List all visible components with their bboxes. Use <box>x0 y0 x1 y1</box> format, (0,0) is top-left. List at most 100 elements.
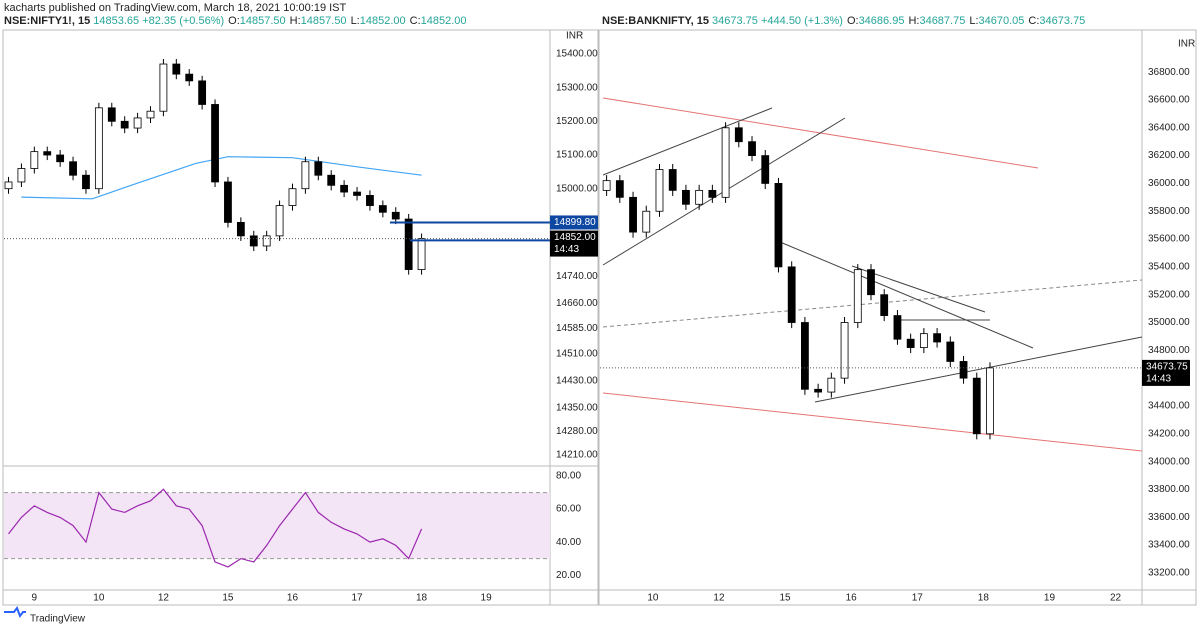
ohlc-key: L: <box>351 15 360 27</box>
logo <box>4 605 26 619</box>
candle-body <box>340 184 349 193</box>
y-tick-label: 35200.00 <box>1148 289 1190 300</box>
ohlc-key: C: <box>410 15 421 27</box>
candle-body <box>933 333 941 343</box>
candle-body <box>867 269 875 296</box>
y-tick-label: 40.00 <box>556 537 581 548</box>
x-tick-label: 18 <box>416 593 428 604</box>
candle-body <box>404 218 413 270</box>
ohlc-key: L: <box>969 15 978 27</box>
trend-line <box>602 392 1143 452</box>
y-tick-label: 35400.00 <box>1148 262 1190 273</box>
candle-body <box>146 110 155 119</box>
candle-body <box>787 266 796 323</box>
candle-body <box>249 235 258 247</box>
price-label-box <box>550 215 598 230</box>
y-tick-label: 14350.00 <box>556 402 598 413</box>
candle-body <box>198 80 207 105</box>
y-tick-label: 15100.00 <box>556 150 598 161</box>
change: +82.35 (+0.56%) <box>142 15 224 27</box>
y-tick-label: 60.00 <box>556 504 581 515</box>
y-tick-label: 80.00 <box>556 471 581 482</box>
candle-body <box>761 155 770 184</box>
candle-body <box>327 174 336 186</box>
x-tick-label: 12 <box>158 593 170 604</box>
last-price-box <box>1142 359 1190 386</box>
ohlc-value: 14857.50 <box>240 15 286 27</box>
ohlc-value: 14852.00 <box>360 15 406 27</box>
y-tick-label: 14280.00 <box>556 426 598 437</box>
y-tick-label: 14430.00 <box>556 375 598 386</box>
candle-body <box>734 127 743 143</box>
candle-body <box>107 107 116 122</box>
candle-body <box>262 235 271 247</box>
candle-body <box>708 189 717 198</box>
candle-body <box>919 333 928 348</box>
y-tick-label: 20.00 <box>556 570 581 581</box>
last-price-label: 34673.75 <box>1146 362 1188 373</box>
candle-body <box>275 205 284 237</box>
y-tick-label: 34800.00 <box>1148 345 1190 356</box>
ohlc-value: 34673.75 <box>1039 15 1085 27</box>
candle-body <box>56 154 65 163</box>
x-tick-label: 16 <box>846 593 858 604</box>
last: 14853.65 <box>93 15 139 27</box>
y-tick-label: 36400.00 <box>1148 122 1190 133</box>
y-tick-label: 33200.00 <box>1148 568 1190 579</box>
last: 34673.75 <box>712 15 758 27</box>
candle-body <box>314 161 323 176</box>
ohlc-value: 14852.00 <box>421 15 467 27</box>
y-tick-label: 14585.00 <box>556 323 598 334</box>
ohlc-value: 34670.05 <box>979 15 1025 27</box>
x-tick-label: 17 <box>912 593 924 604</box>
x-tick-label: 9 <box>32 593 38 604</box>
candle-body <box>301 161 310 190</box>
candle-body <box>120 120 129 129</box>
candle-body <box>946 341 955 362</box>
candle-body <box>721 127 730 198</box>
candle-body <box>43 151 52 156</box>
candle-body <box>906 338 915 348</box>
candle-body <box>986 367 994 435</box>
byline: kacharts published on TradingView.com, M… <box>4 2 347 14</box>
ohlc-key: H: <box>908 15 919 27</box>
y-tick-label: 35800.00 <box>1148 206 1190 217</box>
x-tick-label: 16 <box>287 593 299 604</box>
candle-body <box>682 189 690 205</box>
candle-body <box>668 169 677 191</box>
last-price-box <box>550 230 598 257</box>
x-tick-label: 15 <box>780 593 792 604</box>
ohlc-key: H: <box>290 15 301 27</box>
y-tick-label: 34000.00 <box>1148 456 1190 467</box>
y-tick-label: 33400.00 <box>1148 540 1190 551</box>
ohlc-key: O: <box>847 15 859 27</box>
trend-line <box>602 107 773 176</box>
left-header: NSE:NIFTY1!, 15 14853.65 +82.35 (+0.56%)… <box>4 15 467 27</box>
candle-body <box>774 183 783 268</box>
brand: TradingView <box>30 614 86 625</box>
candle-body <box>801 322 809 390</box>
rsi-line <box>8 488 423 568</box>
candle-body <box>629 196 637 233</box>
candle-body <box>827 377 836 393</box>
candle-body <box>366 195 374 206</box>
candle-body <box>185 73 194 82</box>
candle-body <box>655 169 664 212</box>
candle-body <box>4 181 13 190</box>
candle-body <box>840 322 849 379</box>
y-tick-label: 14660.00 <box>556 298 598 309</box>
candle-body <box>615 180 624 198</box>
trend-line <box>814 336 1143 403</box>
trend-line <box>602 279 1143 328</box>
right-header: NSE:BANKNIFTY, 15 34673.75 +444.50 (+1.3… <box>602 15 1085 27</box>
moving-average <box>21 156 422 200</box>
candle-body <box>642 210 651 233</box>
ohlc-key: O: <box>228 15 240 27</box>
trend-line <box>779 241 1034 349</box>
candle-body <box>224 181 232 223</box>
right-frame <box>598 29 1197 606</box>
x-tick-label: 10 <box>647 593 659 604</box>
ohlc-value: 34686.95 <box>859 15 905 27</box>
drawings <box>602 97 1143 452</box>
